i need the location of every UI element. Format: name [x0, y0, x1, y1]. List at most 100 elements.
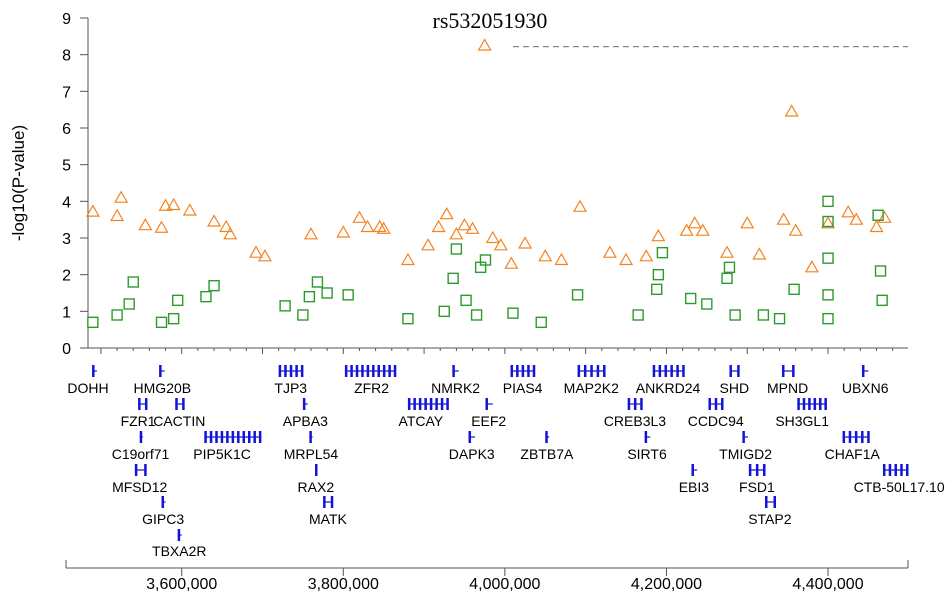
- gene-label: SHD: [720, 380, 750, 396]
- triangle-point: [784, 104, 799, 117]
- gene-label: MRPL54: [284, 446, 339, 462]
- gene-exon: [413, 398, 416, 410]
- gene-exon: [295, 365, 298, 377]
- triangle-point: [849, 212, 864, 225]
- gene-label: ANKRD24: [636, 380, 701, 396]
- triangle-point: [114, 190, 129, 203]
- square-point: [651, 283, 663, 296]
- triangle-point: [788, 223, 803, 236]
- triangle-point: [841, 205, 856, 218]
- gene-exon: [302, 398, 306, 410]
- gene-track: DOHH HMG20B TJP3 ZFR2 NMRK2 PIAS4 MAP2K2 ANKRD2…: [67, 365, 945, 559]
- triangle-point: [457, 217, 472, 231]
- gene-exon: [510, 365, 514, 377]
- gene-exon: [161, 496, 165, 508]
- gene-exon: [468, 431, 472, 443]
- triangle-point: [776, 212, 791, 225]
- y-axis-label: -log10(P-value): [9, 125, 28, 241]
- gene-exon: [691, 464, 694, 476]
- gene-exon: [138, 398, 141, 410]
- square-point: [652, 268, 665, 281]
- square-point: [342, 289, 354, 301]
- triangle-point: [619, 252, 634, 266]
- triangle-point: [303, 227, 319, 240]
- gene-label: TBXA2R: [152, 543, 206, 559]
- gene-exon: [247, 431, 251, 443]
- gene-exon: [418, 398, 422, 410]
- gene-exon: [888, 464, 892, 476]
- gene-exon: [330, 496, 334, 508]
- chart-title: rs532051930: [433, 8, 548, 33]
- square-point: [479, 254, 492, 266]
- gene-label: DOHH: [67, 380, 108, 396]
- square-point: [447, 272, 459, 285]
- y-tick-label: 1: [62, 304, 71, 321]
- gene-exon: [729, 365, 732, 377]
- square-point: [438, 305, 450, 318]
- gene-exon: [590, 365, 593, 377]
- gene-exon: [220, 431, 224, 443]
- gene-exon: [867, 431, 870, 443]
- gene-exon: [366, 365, 370, 377]
- gene-exon: [516, 365, 519, 377]
- triangle-point: [249, 245, 264, 258]
- gene-exon: [664, 365, 668, 377]
- gene-label: CHAF1A: [825, 446, 881, 462]
- gene-exon: [144, 464, 147, 476]
- gene-label: ATCAY: [399, 413, 444, 429]
- triangle-point: [695, 223, 710, 236]
- gene-exon: [658, 365, 662, 377]
- gene-label: NMRK2: [431, 380, 480, 396]
- gene-exon: [284, 365, 287, 377]
- gene-exon: [446, 398, 449, 410]
- gene-exon: [861, 365, 865, 377]
- gene-label: EBI3: [679, 479, 710, 495]
- gene-exon: [644, 431, 648, 443]
- square-point: [460, 294, 472, 307]
- gene-exon: [748, 464, 752, 476]
- triangle-point: [804, 260, 819, 273]
- gene-label: TMIGD2: [719, 446, 772, 462]
- triangle-point: [651, 228, 666, 242]
- triangle-point: [820, 216, 836, 229]
- triangle-point: [182, 203, 197, 216]
- gene-exon: [818, 398, 822, 410]
- gene-exon: [792, 365, 795, 377]
- gene-exon: [209, 431, 213, 443]
- gene-exon: [824, 398, 827, 410]
- triangle-point: [740, 216, 755, 229]
- triangle-point: [449, 227, 464, 240]
- gene-exon: [802, 398, 806, 410]
- y-tick-label: 5: [62, 158, 71, 175]
- gene-exon: [429, 398, 433, 410]
- square-point: [167, 312, 180, 325]
- triangle-point: [219, 219, 234, 233]
- square-point: [874, 265, 887, 277]
- gene-exon: [309, 431, 312, 443]
- y-tick-label: 4: [62, 194, 71, 211]
- axes: 0 1 2 3 4 5 6 7 8 9: [62, 11, 908, 358]
- triangle-point: [336, 225, 351, 238]
- gene-exon: [670, 365, 673, 377]
- gene-exon: [253, 431, 256, 443]
- gene-exon: [532, 365, 536, 377]
- gene-exon: [848, 431, 852, 443]
- gene-exon: [382, 365, 386, 377]
- triangle-point: [138, 217, 153, 231]
- gene-label: HMG20B: [134, 380, 192, 396]
- gene-label: PIP5K1C: [193, 446, 251, 462]
- y-tick-label: 6: [62, 121, 71, 138]
- y-tick-label: 9: [62, 11, 71, 28]
- gene-exon: [714, 398, 718, 410]
- triangle-point: [602, 245, 617, 258]
- square-point: [876, 294, 888, 307]
- gene-exon: [894, 464, 897, 476]
- gene-exon: [159, 365, 162, 377]
- gene-exon: [177, 529, 181, 541]
- square-point: [450, 243, 463, 255]
- gene-label: CCDC94: [688, 413, 744, 429]
- gene-label: CREB3L3: [604, 413, 666, 429]
- triangle-point: [465, 221, 480, 234]
- gene-exon: [350, 365, 353, 377]
- gene-exon: [763, 464, 766, 476]
